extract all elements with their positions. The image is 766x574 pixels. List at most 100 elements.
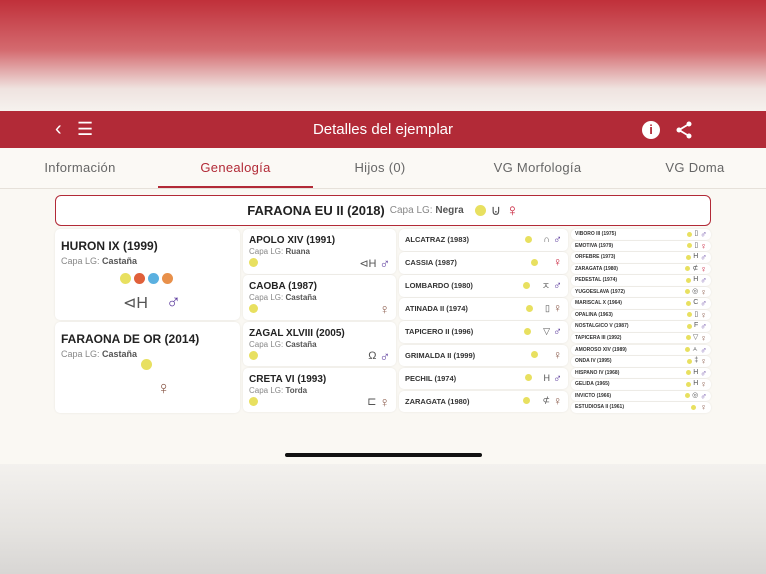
male-icon: ♂ [553, 232, 562, 246]
pedigree-card[interactable]: CRETA VI (1993) Capa LG: Torda ⊏ ♀ [243, 367, 396, 413]
brand-mark-icon: F [693, 322, 699, 330]
medal-icon [134, 273, 145, 284]
pedigree-card[interactable]: APOLO XIV (1991) Capa LG: Ruana ⊲H ♂ [243, 229, 396, 274]
medal-icon [685, 289, 691, 295]
info-button[interactable]: i [642, 111, 660, 148]
pedigree-card[interactable]: HURON IX (1999) Capa LG: Castaña ⊲H ♂ [55, 229, 240, 320]
back-button[interactable]: ‹ [55, 111, 62, 148]
female-icon: ♀ [553, 393, 562, 408]
brand-mark-icon: ⊄ [692, 264, 699, 272]
tab-informacion[interactable]: Información [44, 160, 116, 175]
tab-vg-doma[interactable]: VG Doma [665, 160, 725, 175]
horse-name: ZARAGATA (1980) [575, 265, 618, 272]
medal-icon [526, 304, 534, 312]
subject-name: FARAONA EU II (2018) [247, 203, 385, 218]
share-button[interactable] [676, 111, 692, 148]
pedigree-card[interactable]: PECHIL (1974) H ♂ [399, 367, 568, 390]
brand-mark-icon: ◎ [692, 391, 699, 399]
horse-name: HURON IX (1999) [61, 239, 158, 253]
pedigree-card[interactable]: ONDA IV (1995) ‡ ♀ [571, 356, 711, 367]
pedigree-card[interactable]: YUGOESLAVA (1972) ◎ ♀ [571, 286, 711, 298]
tab-genealogia[interactable]: Genealogía [158, 148, 313, 188]
horse-name: GRIMALDA II (1999) [405, 350, 476, 360]
female-icon: ♀ [700, 356, 707, 367]
male-icon: ♂ [700, 367, 707, 378]
female-icon: ♀ [379, 393, 391, 410]
medal-icon [531, 351, 538, 358]
tab-hijos[interactable]: Hijos (0) [354, 160, 406, 175]
male-icon: ♂ [700, 321, 707, 332]
pedigree-card[interactable]: MARISCAL X (1964) C ♂ [571, 298, 711, 309]
female-icon: ♀ [700, 379, 707, 390]
pedigree-card[interactable]: AMOROSO XIV (1989) ㅅ ♂ [571, 344, 711, 355]
subject-capa: Capa LG: Negra [389, 205, 464, 216]
pedigree-card[interactable]: INVICTO (1966) ◎ ♂ [571, 390, 711, 402]
pedigree-card[interactable]: ZARAGATA (1980) ⊄ ♀ [571, 263, 711, 275]
pedigree-card[interactable]: VIBORO III (1975) ▯ ♂ [571, 229, 711, 240]
female-icon: ♀ [700, 263, 707, 274]
horse-name: ATINADA II (1974) [405, 304, 468, 314]
medal-icon [687, 312, 693, 318]
pedigree-card[interactable]: HISPANO IV (1968) H ♂ [571, 367, 711, 379]
home-indicator[interactable] [285, 453, 482, 457]
horse-capa: Capa LG: Castaña [61, 256, 138, 266]
brand-mark-icon: ⊍ [490, 202, 501, 218]
female-icon: ♀ [379, 301, 391, 318]
horse-name: YUGOESLAVA (1972) [575, 288, 625, 295]
pedigree-card[interactable]: CASSIA (1987) ♀ [399, 252, 568, 274]
male-icon: ♂ [700, 390, 707, 401]
medal-icon [524, 327, 532, 335]
brand-mark-icon: Ω [368, 349, 377, 362]
pedigree-card[interactable]: NOSTALGICO V (1987) F ♂ [571, 321, 711, 332]
pedigree-card[interactable]: EMOTIVA (1979) ▯ ♀ [571, 240, 711, 252]
horse-name: MARISCAL X (1964) [575, 300, 622, 307]
brand-mark-icon: ◎ [692, 287, 699, 295]
pedigree-card[interactable]: CAOBA (1987) Capa LG: Castaña ♀ [243, 275, 396, 320]
female-icon: ♀ [700, 402, 707, 413]
brand-mark-icon: ∩ [543, 234, 550, 244]
pedigree-card[interactable]: ZAGAL XLVIII (2005) Capa LG: Castaña Ω ♂ [243, 321, 396, 367]
horse-name: GELIDA (1965) [575, 381, 610, 388]
female-icon: ♀ [700, 309, 707, 320]
male-icon: ♂ [165, 291, 181, 313]
male-icon: ♂ [553, 324, 562, 339]
horse-name: ESTUDIOSA II (1961) [575, 404, 624, 411]
pedigree-card[interactable]: GRIMALDA II (1999) ♀ [399, 344, 568, 366]
horse-name: APOLO XIV (1991) [249, 235, 336, 246]
medal-icon [522, 281, 530, 289]
female-icon: ♀ [553, 301, 562, 316]
brand-mark-icon: H [543, 372, 551, 383]
pedigree-card[interactable]: OPALINA (1963) ▯ ♀ [571, 309, 711, 321]
male-icon: ♂ [379, 255, 391, 271]
pedigree-card[interactable]: FARAONA DE OR (2014) Capa LG: Castaña ♀ [55, 322, 240, 413]
pedigree-card[interactable]: GELIDA (1965) H ♀ [571, 379, 711, 390]
brand-mark-icon: ㅈ [541, 280, 550, 291]
tab-vg-morfologia[interactable]: VG Morfología [493, 160, 582, 175]
pedigree-card[interactable]: ALCATRAZ (1983) ∩ ♂ [399, 229, 568, 251]
pedigree-card[interactable]: ORFEBRE (1973) H ♂ [571, 252, 711, 263]
male-icon: ♂ [700, 252, 707, 263]
subject-card[interactable]: FARAONA EU II (2018) Capa LG: Negra ⊍ ♀ [55, 195, 711, 226]
medal-icon [531, 258, 538, 266]
medal-icon [686, 323, 692, 329]
horse-name: TAPICERO II (1996) [405, 327, 474, 337]
app-header: ‹ ☰ Detalles del ejemplar i [0, 111, 766, 148]
horse-name: CASSIA (1987) [405, 258, 457, 268]
pedigree-card[interactable]: PEDESTAL (1974) H ♂ [571, 275, 711, 286]
female-icon: ♀ [505, 200, 519, 220]
medal-icon [120, 273, 131, 284]
medal-icon [687, 358, 693, 364]
medal-icon [474, 205, 486, 216]
pedigree-card[interactable]: ATINADA II (1974) ▯ ♀ [399, 298, 568, 320]
pedigree-card[interactable]: ESTUDIOSA II (1961) ♀ [571, 402, 711, 413]
pedigree-card[interactable]: TAPICERO II (1996) ▽ ♂ [399, 321, 568, 343]
brand-mark-icon: ‡ [694, 357, 699, 365]
brand-mark-icon: H [693, 253, 699, 261]
pedigree-card[interactable]: LOMBARDO (1980) ㅈ ♂ [399, 275, 568, 297]
horse-name: HISPANO IV (1968) [575, 369, 620, 376]
pedigree-card[interactable]: ZARAGATA (1980) ⊄ ♀ [399, 390, 568, 413]
menu-button[interactable]: ☰ [77, 111, 93, 148]
medal-icon [523, 397, 531, 405]
pedigree-card[interactable]: TAPICERA III (1992) ▽ ♀ [571, 332, 711, 344]
medal-icon [524, 374, 532, 382]
